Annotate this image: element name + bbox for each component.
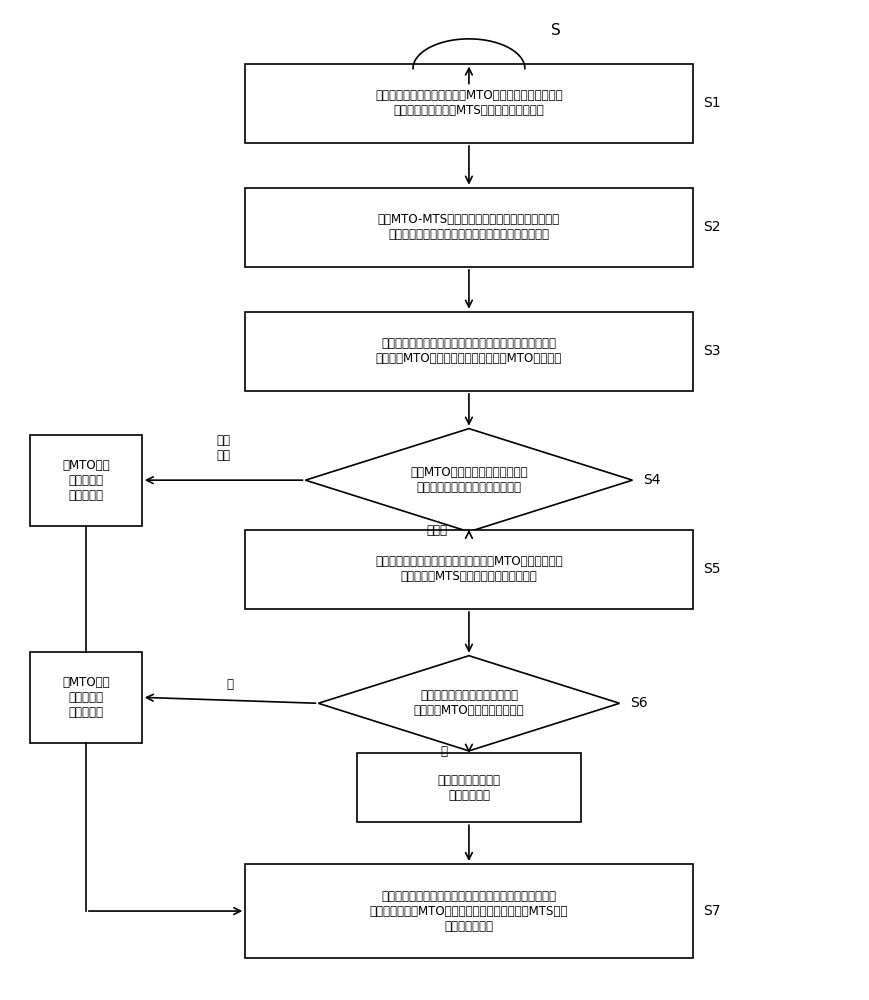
- Text: S: S: [551, 23, 561, 38]
- Text: S1: S1: [703, 96, 720, 110]
- FancyBboxPatch shape: [245, 188, 693, 267]
- FancyBboxPatch shape: [245, 312, 693, 391]
- Text: S7: S7: [703, 904, 720, 918]
- Text: 根据总时间计算模型及启发式算法，在MTO最佳排程中插
入至少一个MTS构件，得到混合生产排程: 根据总时间计算模型及启发式算法，在MTO最佳排程中插 入至少一个MTS构件，得到…: [375, 555, 563, 583]
- FancyBboxPatch shape: [245, 530, 693, 609]
- Text: S4: S4: [643, 473, 660, 487]
- Text: 将混合生产排程作为
最终生产排程: 将混合生产排程作为 最终生产排程: [437, 774, 501, 802]
- Text: 是: 是: [441, 745, 448, 758]
- Text: 将最终的生产排程传输到预制构件流水线作业模块执行生
产命令，并更新MTO构件订单的计划完成时间和MTS构件
的现有库存数量: 将最终的生产排程传输到预制构件流水线作业模块执行生 产命令，并更新MTO构件订单…: [369, 890, 568, 933]
- Text: 判断混合生产排程的总时间是否
小于等于MTO最佳排程的总时间: 判断混合生产排程的总时间是否 小于等于MTO最佳排程的总时间: [414, 689, 524, 717]
- Text: 其一
为否: 其一 为否: [216, 434, 230, 462]
- Text: 否: 否: [227, 678, 234, 691]
- Text: S3: S3: [703, 344, 720, 358]
- Polygon shape: [318, 656, 620, 751]
- Text: 构建MTO-MTS混合模式下预制构件流水线生产时基
于延期、库存及两种模式相互转换的总时间计算模型: 构建MTO-MTS混合模式下预制构件流水线生产时基 于延期、库存及两种模式相互转…: [378, 213, 560, 241]
- FancyBboxPatch shape: [245, 864, 693, 958]
- FancyBboxPatch shape: [245, 64, 693, 143]
- Text: 根据总时间计算模型及鲸鱼优化算法，对所有订单信息对
应的所有MTO构件的排程进行优化得到MTO最佳排程: 根据总时间计算模型及鲸鱼优化算法，对所有订单信息对 应的所有MTO构件的排程进行…: [375, 337, 562, 365]
- FancyBboxPatch shape: [30, 652, 142, 743]
- Text: 获取订单管理模块中待生产的MTO构件的订单信息及标准
构件库存监控模块中MTS构件的现有库存数量: 获取订单管理模块中待生产的MTO构件的订单信息及标准 构件库存监控模块中MTS构…: [375, 89, 563, 117]
- Polygon shape: [305, 429, 633, 532]
- Text: 将MTO最佳
排程作为最
终生产排程: 将MTO最佳 排程作为最 终生产排程: [62, 676, 109, 719]
- FancyBboxPatch shape: [30, 435, 142, 526]
- FancyBboxPatch shape: [357, 753, 580, 822]
- Text: 判断MTO构件是否未出现延期及现
有库存数量是否小于最大库存容量: 判断MTO构件是否未出现延期及现 有库存数量是否小于最大库存容量: [410, 466, 527, 494]
- Text: 均为是: 均为是: [427, 524, 448, 537]
- Text: S5: S5: [703, 562, 720, 576]
- Text: 将MTO最佳
排程作为最
终生产排程: 将MTO最佳 排程作为最 终生产排程: [62, 459, 109, 502]
- Text: S2: S2: [703, 220, 720, 234]
- Text: S6: S6: [630, 696, 647, 710]
